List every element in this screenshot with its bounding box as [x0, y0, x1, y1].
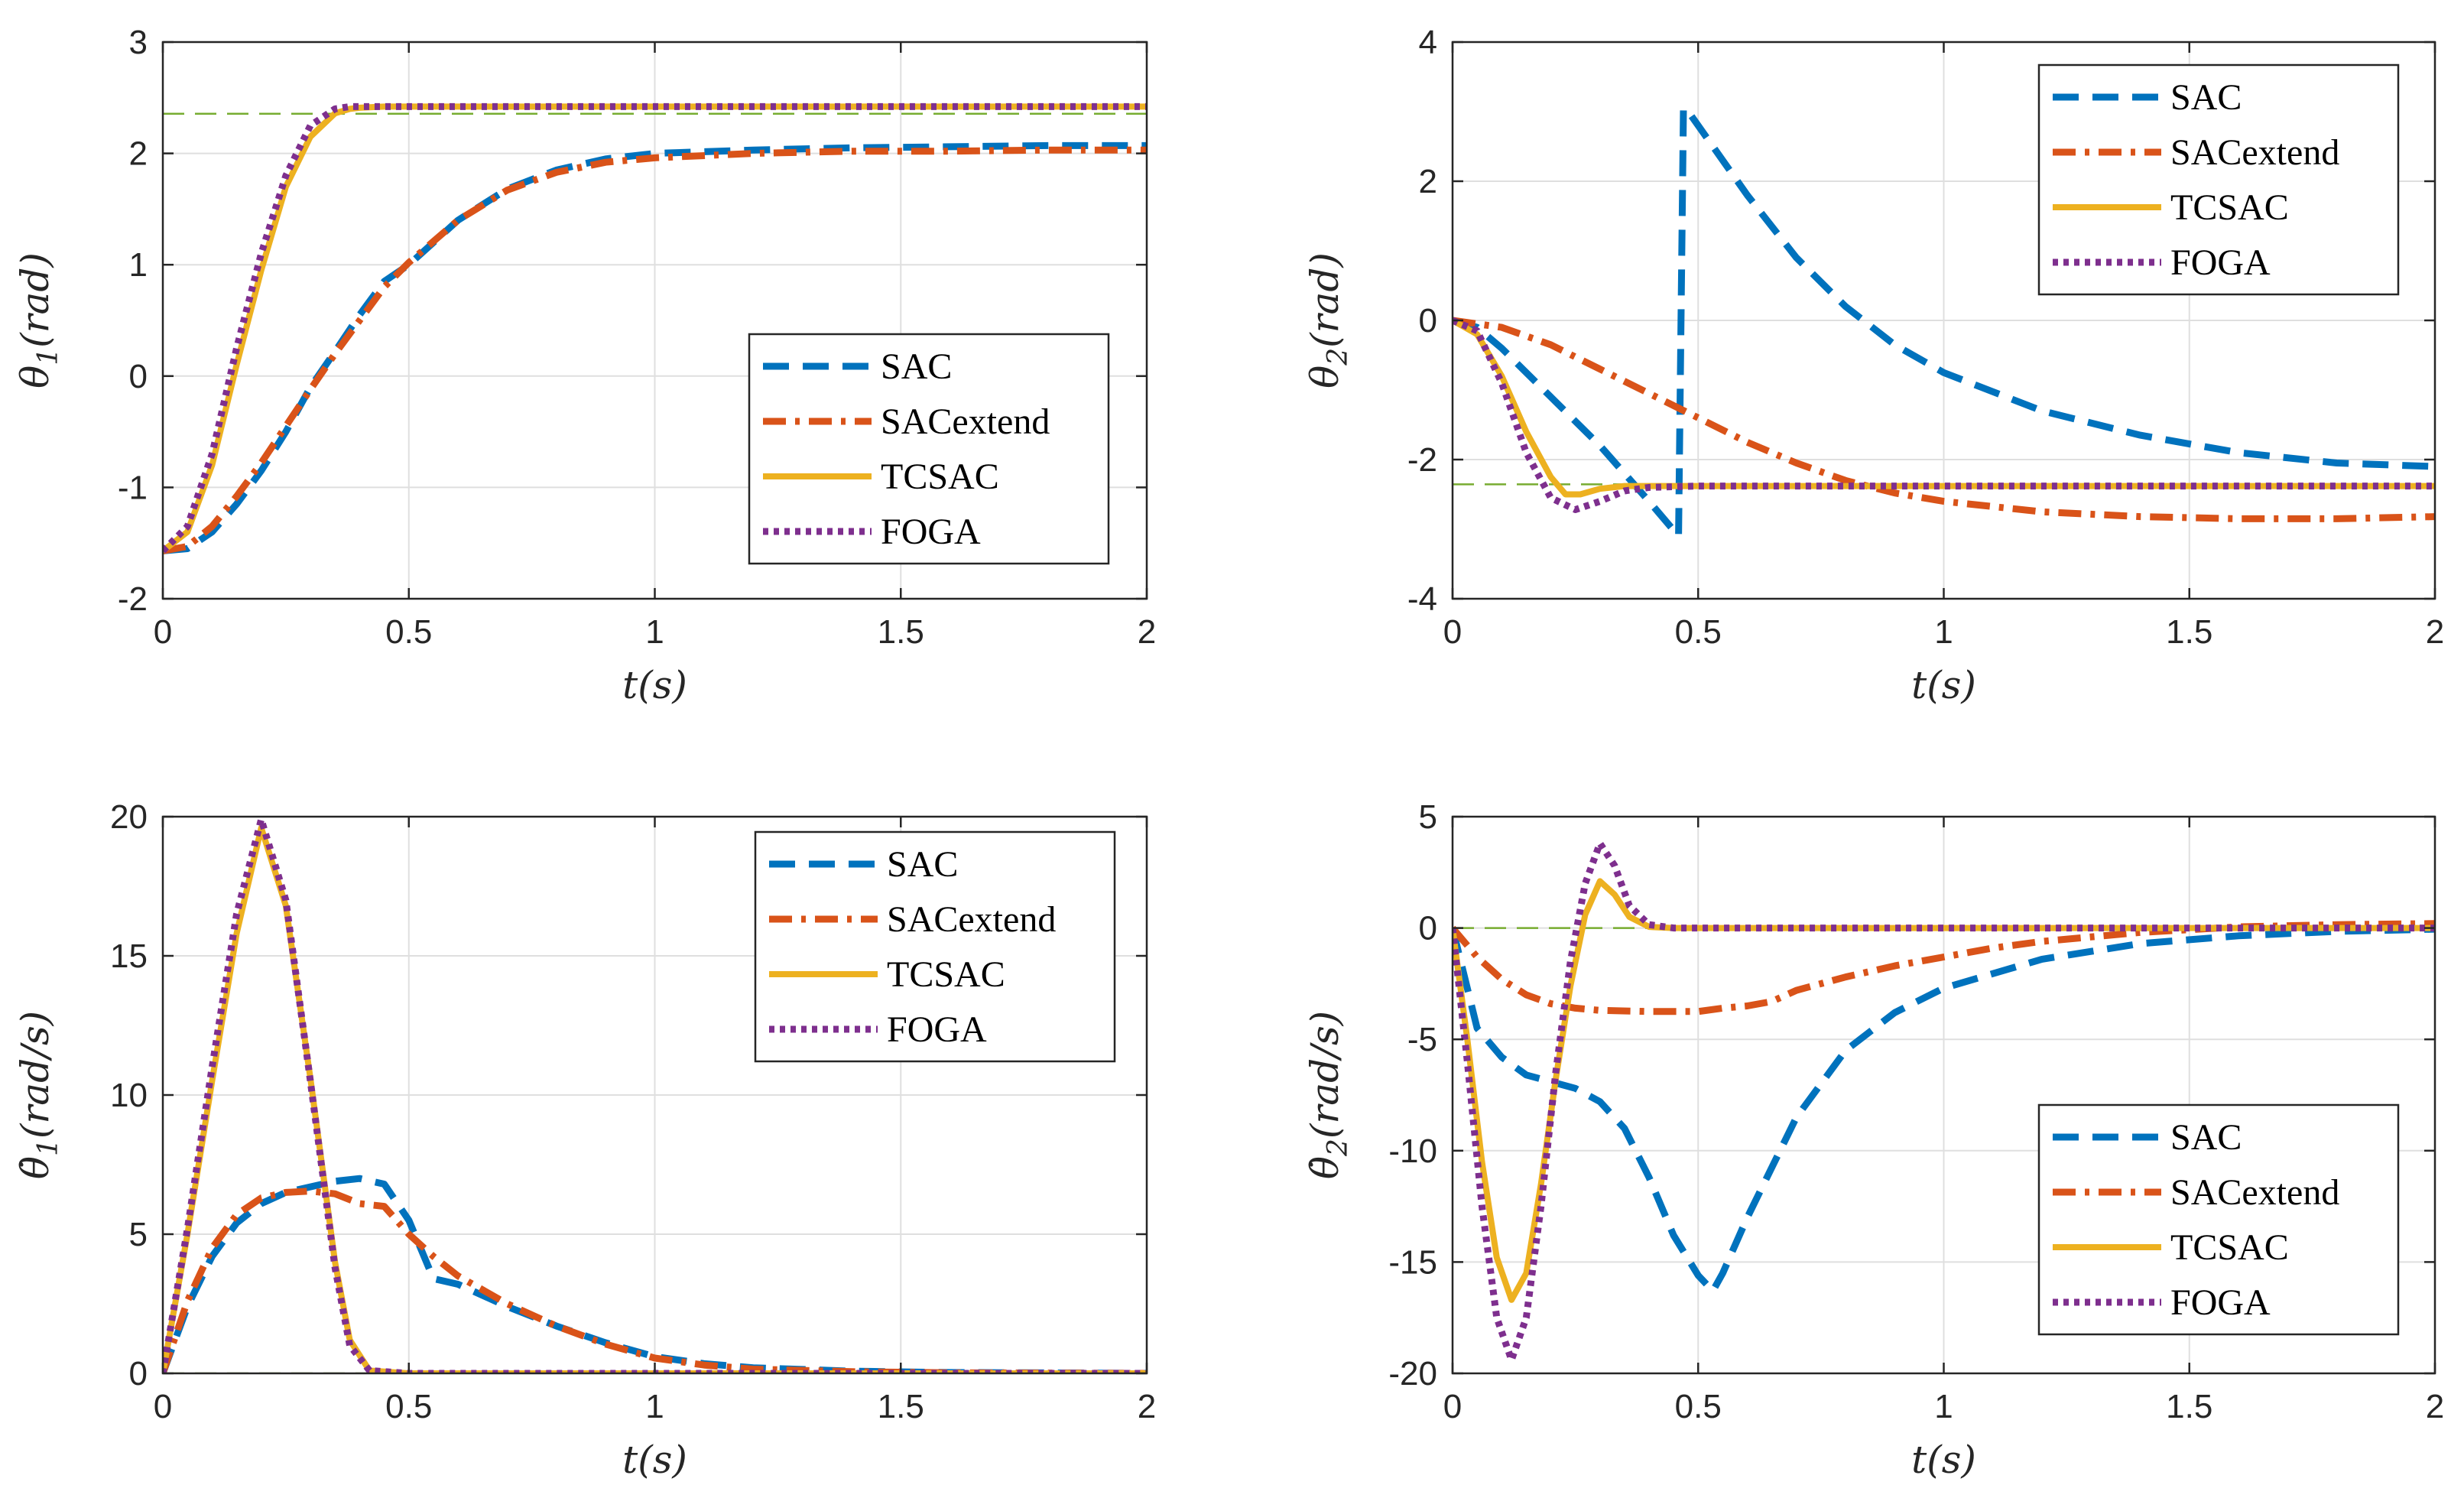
- series-line-sac: [1453, 925, 2435, 1295]
- legend-box: [2037, 1103, 2400, 1336]
- x-tick-label: 0.5: [385, 1388, 432, 1425]
- subplot-theta1: 0 0.5 1 1.5 2 -2 -1 0 1 2 3 t(s) θ1(rad) SAC SACextend…: [13, 24, 1156, 707]
- legend-label-sacextend: SACextend: [2170, 132, 2339, 173]
- series-line-sacextend: [163, 1188, 1147, 1373]
- series-line-sacextend: [163, 146, 1147, 554]
- legend-box: [2037, 63, 2400, 296]
- y-tick-label: 5: [129, 1216, 148, 1253]
- y-tick-label: 2: [129, 135, 148, 173]
- x-tick-label: 2: [2426, 613, 2444, 651]
- x-tick-label: 2: [1138, 613, 1156, 651]
- y-tick-label: 10: [110, 1077, 148, 1114]
- series-line-tcsac: [163, 103, 1147, 554]
- legend: SAC SACextend TCSAC FOGA: [2037, 63, 2400, 296]
- legend-label-sacextend: SACextend: [2170, 1172, 2339, 1213]
- ylabel-theta1: θ1(rad): [13, 252, 64, 388]
- x-tick-label: 0: [154, 613, 172, 651]
- y-tick-label: -2: [118, 580, 148, 618]
- series-line-foga: [163, 102, 1147, 554]
- x-tick-label: 1: [645, 613, 664, 651]
- legend: SAC SACextend TCSAC FOGA: [754, 830, 1116, 1063]
- legend-label-tcsac: TCSAC: [2170, 1227, 2289, 1268]
- legend-label-tcsac: TCSAC: [881, 457, 999, 497]
- y-tick-label: 3: [129, 24, 148, 61]
- legend-label-sacextend: SACextend: [881, 401, 1050, 442]
- legend-label-sac: SAC: [2170, 1117, 2242, 1158]
- legend-box: [754, 830, 1116, 1063]
- legend: SAC SACextend TCSAC FOGA: [2037, 1103, 2400, 1336]
- x-tick-label: 2: [1138, 1388, 1156, 1425]
- legend-label-sac: SAC: [2170, 77, 2242, 118]
- series-line-sacextend: [1453, 920, 2435, 1015]
- y-tick-label: -20: [1388, 1355, 1437, 1392]
- x-tick-label: 2: [2426, 1388, 2444, 1425]
- y-tick-label: 4: [1419, 24, 1437, 61]
- ylabel-theta1dot: θ̇1(rad/s): [13, 1011, 64, 1179]
- legend-label-foga: FOGA: [881, 512, 981, 552]
- y-tick-label: -10: [1388, 1132, 1437, 1170]
- legend-box: [748, 333, 1110, 565]
- xlabel-theta1dot: t(s): [622, 1438, 687, 1482]
- y-tick-label: 20: [110, 798, 148, 836]
- ylabel-theta2dot: θ̇2(rad/s): [1303, 1011, 1354, 1179]
- x-tick-label: 1.5: [878, 613, 924, 651]
- x-tick-label: 0: [1443, 613, 1462, 651]
- x-tick-label: 0: [154, 1388, 172, 1425]
- y-tick-label: 15: [110, 937, 148, 975]
- legend-label-tcsac: TCSAC: [2170, 187, 2289, 228]
- xlabel-theta2: t(s): [1911, 663, 1976, 707]
- ylabel-theta2: θ2(rad): [1303, 252, 1354, 388]
- subplot-theta2: 0 0.5 1 1.5 2 -4 -2 0 2 4 t(s) θ2(rad) SAC SACextend T…: [1303, 24, 2444, 707]
- legend-label-foga: FOGA: [2170, 1282, 2271, 1323]
- y-tick-label: 5: [1419, 798, 1437, 836]
- series-line-sacextend: [1453, 317, 2435, 522]
- y-tick-label: 0: [1419, 910, 1437, 947]
- y-tick-label: -2: [1407, 441, 1437, 479]
- y-tick-label: 2: [1419, 163, 1437, 200]
- y-tick-label: 0: [1419, 302, 1437, 340]
- legend-label-foga: FOGA: [887, 1009, 987, 1050]
- series-line-foga: [163, 817, 1147, 1373]
- legend-label-sac: SAC: [881, 346, 952, 387]
- x-tick-label: 1.5: [878, 1388, 924, 1425]
- series-line-sac: [1453, 105, 2435, 540]
- xlabel-theta2dot: t(s): [1911, 1438, 1976, 1482]
- x-tick-label: 0: [1443, 1388, 1462, 1425]
- legend-label-foga: FOGA: [2170, 242, 2271, 283]
- x-tick-label: 1: [645, 1388, 664, 1425]
- y-tick-label: 0: [129, 1355, 148, 1392]
- x-tick-label: 1: [1934, 1388, 1953, 1425]
- y-tick-label: 1: [129, 246, 148, 284]
- legend: SAC SACextend TCSAC FOGA: [748, 333, 1110, 565]
- x-tick-label: 1.5: [2166, 1388, 2212, 1425]
- series-line-sac: [163, 141, 1147, 554]
- legend-label-sacextend: SACextend: [887, 899, 1056, 940]
- xlabel-theta1: t(s): [622, 663, 687, 707]
- y-tick-label: -5: [1407, 1021, 1437, 1058]
- legend-label-tcsac: TCSAC: [887, 954, 1005, 995]
- subplot-theta1dot: 0 0.5 1 1.5 205101520t(s)θ̇1(rad/s)SACSACext…: [13, 798, 1156, 1482]
- y-tick-label: -1: [118, 469, 148, 506]
- x-tick-label: 1: [1934, 613, 1953, 651]
- x-tick-label: 1.5: [2166, 613, 2212, 651]
- y-tick-label: -4: [1407, 580, 1437, 618]
- y-tick-label: -15: [1388, 1243, 1437, 1281]
- x-tick-label: 0.5: [1675, 613, 1722, 651]
- x-tick-label: 0.5: [385, 613, 432, 651]
- y-tick-label: 0: [129, 358, 148, 395]
- series-line-tcsac: [1453, 878, 2435, 1303]
- x-tick-label: 0.5: [1675, 1388, 1722, 1425]
- legend-label-sac: SAC: [887, 844, 958, 885]
